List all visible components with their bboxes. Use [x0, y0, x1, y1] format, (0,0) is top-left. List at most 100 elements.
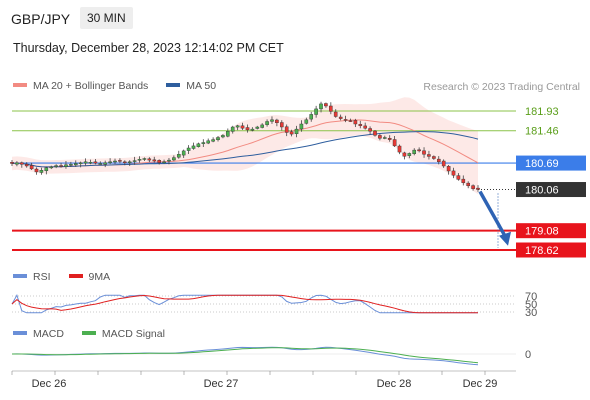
- candle-body: [427, 154, 431, 157]
- candle-body: [294, 128, 299, 135]
- candle-body: [230, 126, 235, 132]
- legend-swatch-ma20: [13, 83, 27, 88]
- candle-body: [211, 139, 215, 142]
- candle-body: [54, 165, 58, 167]
- candle-body: [49, 166, 53, 169]
- candle-body: [78, 162, 83, 164]
- level-label-181-46: 181.46: [525, 126, 559, 138]
- candle-body: [373, 130, 377, 136]
- timeframe-button[interactable]: 30 MIN: [80, 7, 133, 29]
- level-tag: [516, 182, 586, 198]
- legend-swatch-rsi: [13, 274, 27, 279]
- candle-body: [69, 164, 73, 166]
- level-text: 179.08: [525, 226, 559, 238]
- macd-legend: MACD MACD Signal: [13, 328, 165, 340]
- candle-body: [137, 159, 142, 161]
- candle-body: [412, 149, 417, 155]
- rsi-legend: RSI 9MA: [13, 271, 110, 283]
- level-text: 181.46: [525, 126, 559, 138]
- candle-body: [24, 163, 29, 167]
- candle-body: [147, 158, 152, 161]
- candle-body: [235, 125, 240, 128]
- bollinger-band: [12, 97, 478, 195]
- candle-body: [392, 139, 397, 147]
- level-tag: [516, 242, 586, 258]
- candle-body: [441, 160, 446, 167]
- level-label-181-93: 181.93: [525, 106, 559, 118]
- candle-body: [446, 166, 451, 172]
- ma50-line: [11, 131, 479, 168]
- symbol-label: GBP/JPY: [11, 11, 71, 27]
- rsi-axis-label: 70: [525, 291, 537, 303]
- candle-body: [15, 162, 19, 165]
- candle-body: [127, 161, 132, 164]
- macd-axis-label: 0: [525, 349, 531, 361]
- candle-body: [221, 135, 225, 138]
- level-label-179-08: 179.08: [516, 223, 586, 239]
- legend-label-rsi: RSI: [33, 271, 51, 283]
- candle-body: [422, 150, 426, 155]
- candle-body: [216, 137, 220, 140]
- candle-body: [142, 158, 147, 160]
- candle-body: [289, 131, 294, 135]
- x-tick-label: Dec 29: [463, 378, 498, 390]
- candle-body: [402, 152, 407, 157]
- candle-body: [98, 163, 103, 165]
- legend-swatch-ma50: [166, 83, 181, 88]
- legend-label-ma20: MA 20 + Bollinger Bands: [33, 80, 149, 92]
- level-tag: [516, 223, 586, 239]
- candle-body: [245, 127, 250, 131]
- candle-body: [103, 162, 107, 165]
- candle-body: [309, 114, 314, 120]
- candle-body: [34, 168, 39, 173]
- level-text: 180.69: [525, 158, 559, 170]
- legend-label-macd-signal: MACD Signal: [101, 328, 165, 340]
- level-label-178-62: 178.62: [516, 242, 586, 258]
- candle-body: [88, 161, 93, 164]
- candle-body: [270, 119, 274, 122]
- candle-body: [167, 159, 171, 162]
- candle-body: [225, 130, 230, 137]
- candle-body: [466, 182, 471, 187]
- candle-body: [176, 154, 181, 158]
- candle-body: [10, 161, 14, 164]
- candle-body: [29, 165, 34, 170]
- level-label-180-06: 180.06: [516, 182, 586, 198]
- candle-body: [93, 161, 98, 164]
- candle-body: [304, 119, 309, 124]
- candle-body: [172, 157, 176, 161]
- candle-body: [348, 120, 353, 122]
- candle-body: [437, 158, 441, 163]
- candle-body: [476, 187, 480, 190]
- candle-body: [118, 160, 122, 162]
- candle-body: [471, 185, 475, 189]
- candle-body: [132, 160, 137, 162]
- candle-body: [397, 145, 402, 153]
- level-label-180-69: 180.69: [516, 155, 586, 171]
- candle-body: [240, 125, 245, 129]
- candle-body: [206, 140, 211, 144]
- candle-body: [314, 108, 318, 115]
- candle-body: [250, 128, 255, 131]
- candle-body: [260, 124, 265, 128]
- candle-body: [122, 161, 127, 164]
- candle-body: [196, 143, 201, 147]
- chart-header: GBP/JPY 30 MIN: [0, 0, 590, 36]
- candle-body: [378, 135, 382, 139]
- level-text: 180.06: [525, 185, 559, 197]
- candle-body: [363, 125, 368, 129]
- candle-body: [255, 126, 260, 129]
- candle-body: [64, 164, 68, 167]
- candle-body: [73, 163, 78, 166]
- rsi-axis-label: 50: [525, 299, 537, 311]
- candle-body: [39, 169, 44, 173]
- timestamp: Thursday, December 28, 2023 12:14:02 PM …: [13, 41, 284, 55]
- candles: [10, 101, 480, 192]
- legend-label-macd: MACD: [33, 328, 64, 340]
- x-tick-label: Dec 27: [204, 378, 239, 390]
- x-tick-label: Dec 28: [377, 378, 412, 390]
- candle-body: [338, 116, 343, 119]
- macd-signal-line: [12, 347, 479, 364]
- main-legend: MA 20 + Bollinger Bands MA 50: [13, 80, 216, 92]
